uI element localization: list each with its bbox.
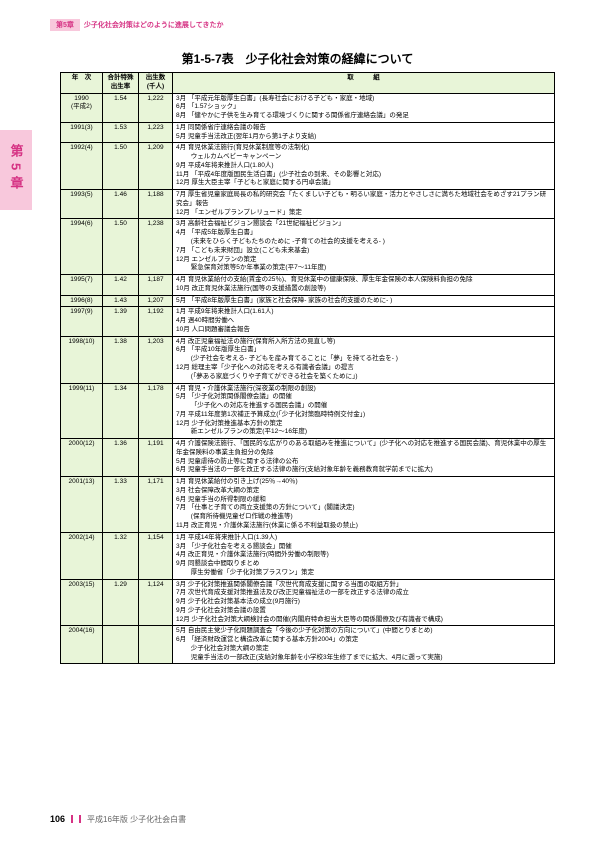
table-cell: 2002(14): [61, 532, 103, 579]
table-cell: 1.53: [103, 122, 139, 143]
table-cell: 1.46: [103, 190, 139, 219]
table-cell: 1998(10): [61, 336, 103, 383]
page-footer: 106 ▎▎平成16年版 少子化社会白書: [50, 814, 186, 825]
table-cell: 1996(8): [61, 295, 103, 307]
table-cell: 2003(15): [61, 579, 103, 626]
table-cell: 4月 介護保険法施行、「国民的な広がりのある取組みを推進について」(少子化への対…: [173, 439, 555, 477]
table-cell: 2004(16): [61, 626, 103, 664]
table-cell: 1997(9): [61, 307, 103, 336]
table-cell: 1.29: [103, 579, 139, 626]
table-cell: 1999(11): [61, 383, 103, 439]
table-cell: 1993(5): [61, 190, 103, 219]
table-row: 1991(3)1.531,2231月 同関係省庁連絡会議の報告5月 児童手当法改…: [61, 122, 555, 143]
table-cell: 1.38: [103, 336, 139, 383]
table-cell: 1月 同関係省庁連絡会議の報告5月 児童手当法改正(翌年1月から第1子より支給): [173, 122, 555, 143]
table-cell: 2001(13): [61, 477, 103, 533]
side-chapter-tab: 第5章: [0, 130, 32, 210]
table-title: 第1-5-7表 少子化社会対策の経緯について: [0, 50, 595, 67]
table-row: 1996(8)1.431,2075月 「平成8年版厚生白書」(家族と社会保障- …: [61, 295, 555, 307]
table-cell: 1.39: [103, 307, 139, 336]
table-cell: 1.42: [103, 275, 139, 296]
table-cell: 1,124: [139, 579, 173, 626]
table-cell: 1.50: [103, 143, 139, 190]
table-row: 2002(14)1.321,1541月 平成14年将来推計人口(1.39人)3月…: [61, 532, 555, 579]
table-cell: 1.34: [103, 383, 139, 439]
policy-history-table: 年 次合計特殊出生率出生数(千人)取 組 1990(平成2)1.541,2223…: [60, 72, 555, 664]
table-cell: 3月 「平成元年版厚生白書」(長寿社会における子ども・家庭・地域)6月 「1.5…: [173, 93, 555, 122]
table-row: 1995(7)1.421,1874月 育児休業給付の支給(賃金の25％)、育児休…: [61, 275, 555, 296]
table-cell: 1月 育児休業給付の引き上げ(25％→40％)3月 社会保障改革大綱の策定6月 …: [173, 477, 555, 533]
table-cell: 1,203: [139, 336, 173, 383]
column-header: 年 次: [61, 73, 103, 94]
table-row: 1992(4)1.501,2094月 育児休業法施行(育児休業制度等の法制化) …: [61, 143, 555, 190]
table-cell: 1.50: [103, 219, 139, 275]
table-row: 1997(9)1.391,1921月 平成9年将来推計人口(1.61人)4月 週…: [61, 307, 555, 336]
table-cell: 1,187: [139, 275, 173, 296]
table-cell: 1,209: [139, 143, 173, 190]
table-cell: 1月 平成9年将来推計人口(1.61人)4月 週40時間労働へ10月 人口問題審…: [173, 307, 555, 336]
table-cell: 4月 育児・介護休業法施行(深夜業の制限の創設)5月 「少子化対策関係閣僚会議」…: [173, 383, 555, 439]
table-cell: 7月 厚生省児童家庭局長の私的研究会「たくましい子ども・明るい家庭・活力とやさし…: [173, 190, 555, 219]
column-header: 取 組: [173, 73, 555, 94]
table-cell: 3月 少子化対策推進関係閣僚会議「次世代育成支援に関する当面の取組方針」7月 次…: [173, 579, 555, 626]
table-cell: 1,207: [139, 295, 173, 307]
table-cell: 5月 自由民主党少子化問題調査会「今後の少子化対策の方向について」(中間とりまと…: [173, 626, 555, 664]
table-cell: 1.36: [103, 439, 139, 477]
table-cell: 1994(6): [61, 219, 103, 275]
table-cell: 1990(平成2): [61, 93, 103, 122]
footer-bars: ▎▎: [71, 815, 87, 824]
table-cell: 1995(7): [61, 275, 103, 296]
side-tab-label: 第5章: [7, 144, 26, 195]
table-row: 2003(15)1.291,1243月 少子化対策推進関係閣僚会議「次世代育成支…: [61, 579, 555, 626]
table-cell: 3月 高齢社会福祉ビジョン懇談会「21世紀福祉ビジョン」4月 「平成5年版厚生白…: [173, 219, 555, 275]
table-row: 1994(6)1.501,2383月 高齢社会福祉ビジョン懇談会「21世紀福祉ビ…: [61, 219, 555, 275]
table-cell: 1,223: [139, 122, 173, 143]
table-cell: [103, 626, 139, 664]
page-number: 106: [50, 814, 65, 824]
table-cell: 1,238: [139, 219, 173, 275]
header-subtitle: 少子化社会対策はどのように進展してきたか: [84, 20, 224, 30]
table-cell: 1,192: [139, 307, 173, 336]
table-cell: 1.32: [103, 532, 139, 579]
table-row: 2001(13)1.331,1711月 育児休業給付の引き上げ(25％→40％)…: [61, 477, 555, 533]
header-chapter: 第5章: [50, 19, 80, 31]
table-cell: 1.54: [103, 93, 139, 122]
table-cell: 1,222: [139, 93, 173, 122]
table-cell: 1,191: [139, 439, 173, 477]
column-header: 出生数(千人): [139, 73, 173, 94]
table-cell: 1,171: [139, 477, 173, 533]
table-cell: 1991(3): [61, 122, 103, 143]
table-cell: 1.43: [103, 295, 139, 307]
table-cell: 1月 平成14年将来推計人口(1.39人)3月 「少子化社会を考える懇談会」開催…: [173, 532, 555, 579]
table-row: 1998(10)1.381,2034月 改正児童福祉法の施行(保育所入所方法の見…: [61, 336, 555, 383]
column-header: 合計特殊出生率: [103, 73, 139, 94]
footer-book: 平成16年版 少子化社会白書: [87, 815, 186, 824]
table-cell: 4月 育児休業法施行(育児休業制度等の法制化) ウェルカムベビーキャンペーン9月…: [173, 143, 555, 190]
table-row: 1993(5)1.461,1887月 厚生省児童家庭局長の私的研究会「たくましい…: [61, 190, 555, 219]
table-cell: 1,188: [139, 190, 173, 219]
table-cell: 1992(4): [61, 143, 103, 190]
table-cell: 1,178: [139, 383, 173, 439]
table-cell: 1.33: [103, 477, 139, 533]
table-cell: 4月 育児休業給付の支給(賃金の25％)、育児休業中の健康保険、厚生年金保険の本…: [173, 275, 555, 296]
table-row: 1990(平成2)1.541,2223月 「平成元年版厚生白書」(長寿社会におけ…: [61, 93, 555, 122]
table-cell: 2000(12): [61, 439, 103, 477]
table-cell: 4月 改正児童福祉法の施行(保育所入所方法の見直し等)6月 「平成10年版厚生白…: [173, 336, 555, 383]
table-cell: 5月 「平成8年版厚生白書」(家族と社会保障- 家族の社会的支援のために- ): [173, 295, 555, 307]
table-row: 2000(12)1.361,1914月 介護保険法施行、「国民的な広がりのある取…: [61, 439, 555, 477]
table-cell: [139, 626, 173, 664]
table-row: 1999(11)1.341,1784月 育児・介護休業法施行(深夜業の制限の創設…: [61, 383, 555, 439]
table-row: 2004(16) 5月 自由民主党少子化問題調査会「今後の少子化対策の方向について…: [61, 626, 555, 664]
table-cell: 1,154: [139, 532, 173, 579]
